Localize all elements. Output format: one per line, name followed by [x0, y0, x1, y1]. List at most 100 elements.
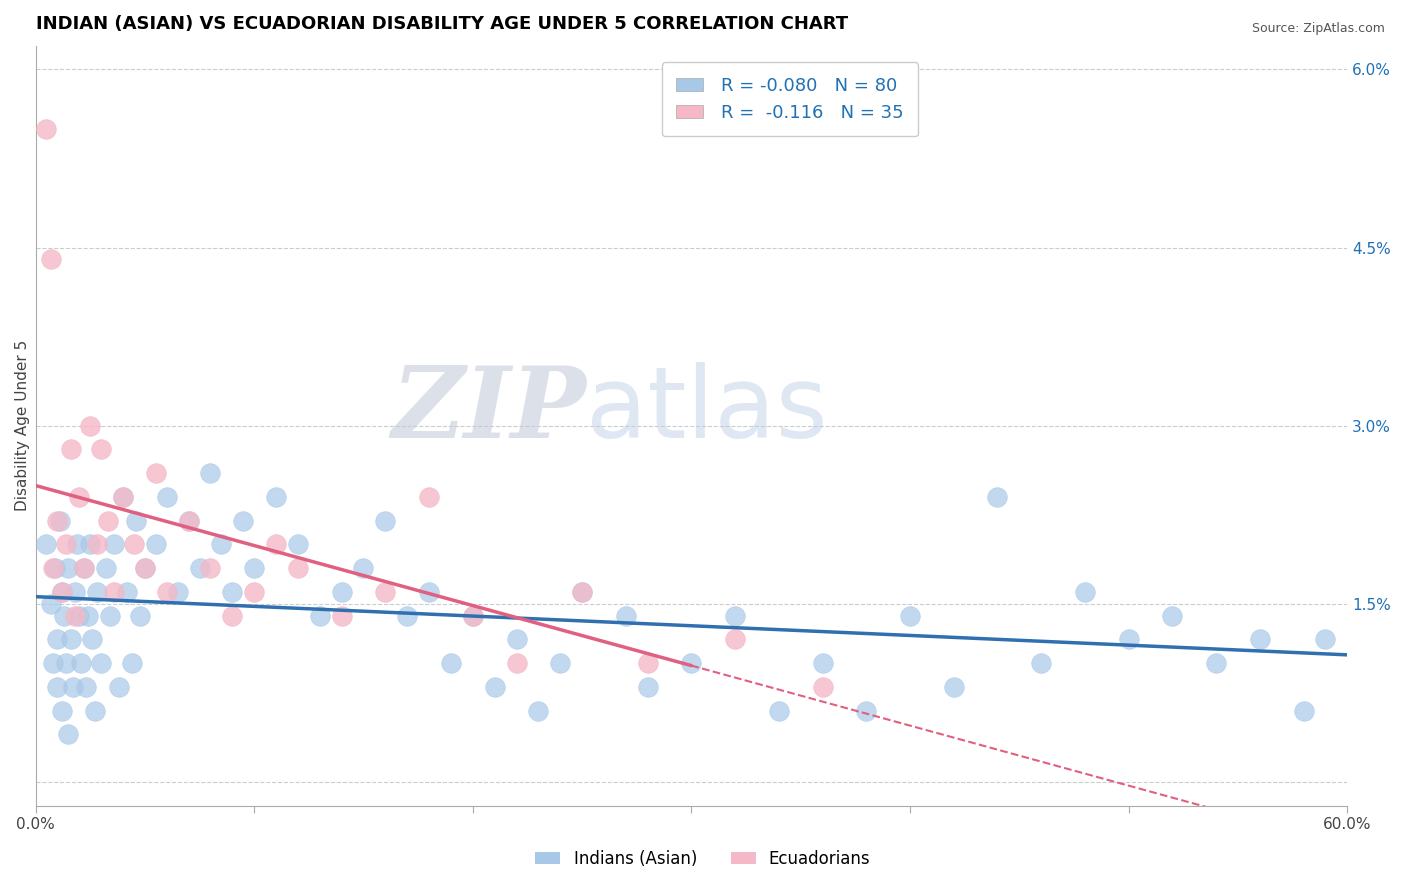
Text: Source: ZipAtlas.com: Source: ZipAtlas.com	[1251, 22, 1385, 36]
Point	[440, 656, 463, 670]
Point	[177, 514, 200, 528]
Point	[396, 608, 419, 623]
Point	[811, 680, 834, 694]
Text: atlas: atlas	[586, 362, 828, 458]
Y-axis label: Disability Age Under 5: Disability Age Under 5	[15, 340, 30, 511]
Point	[111, 490, 134, 504]
Point	[1292, 704, 1315, 718]
Point	[86, 585, 108, 599]
Point	[986, 490, 1008, 504]
Point	[308, 608, 330, 623]
Point	[121, 656, 143, 670]
Point	[48, 514, 70, 528]
Point	[59, 632, 82, 647]
Point	[145, 537, 167, 551]
Point	[1205, 656, 1227, 670]
Point	[768, 704, 790, 718]
Point	[79, 537, 101, 551]
Point	[484, 680, 506, 694]
Point	[330, 585, 353, 599]
Point	[125, 514, 148, 528]
Point	[83, 704, 105, 718]
Point	[942, 680, 965, 694]
Point	[51, 585, 73, 599]
Point	[90, 442, 112, 457]
Point	[46, 514, 69, 528]
Point	[811, 656, 834, 670]
Point	[200, 466, 222, 480]
Point	[505, 656, 527, 670]
Point	[134, 561, 156, 575]
Point	[39, 597, 62, 611]
Point	[855, 704, 877, 718]
Point	[264, 490, 287, 504]
Point	[67, 608, 90, 623]
Point	[79, 418, 101, 433]
Point	[724, 608, 747, 623]
Point	[1161, 608, 1184, 623]
Point	[72, 561, 94, 575]
Text: INDIAN (ASIAN) VS ECUADORIAN DISABILITY AGE UNDER 5 CORRELATION CHART: INDIAN (ASIAN) VS ECUADORIAN DISABILITY …	[35, 15, 848, 33]
Point	[46, 680, 69, 694]
Point	[221, 585, 243, 599]
Point	[107, 680, 129, 694]
Legend: Indians (Asian), Ecuadorians: Indians (Asian), Ecuadorians	[529, 844, 877, 875]
Point	[51, 704, 73, 718]
Point	[44, 561, 66, 575]
Point	[681, 656, 703, 670]
Point	[55, 656, 77, 670]
Point	[1249, 632, 1271, 647]
Point	[53, 608, 76, 623]
Point	[59, 442, 82, 457]
Point	[117, 585, 139, 599]
Point	[51, 585, 73, 599]
Point	[548, 656, 571, 670]
Text: ZIP: ZIP	[391, 362, 586, 458]
Point	[353, 561, 375, 575]
Point	[418, 490, 440, 504]
Point	[418, 585, 440, 599]
Point	[637, 656, 659, 670]
Point	[70, 656, 93, 670]
Point	[156, 490, 179, 504]
Point	[145, 466, 167, 480]
Point	[221, 608, 243, 623]
Point	[571, 585, 593, 599]
Point	[637, 680, 659, 694]
Point	[63, 608, 86, 623]
Point	[82, 632, 104, 647]
Point	[461, 608, 484, 623]
Point	[97, 514, 120, 528]
Point	[72, 561, 94, 575]
Point	[1315, 632, 1337, 647]
Point	[177, 514, 200, 528]
Point	[1118, 632, 1140, 647]
Point	[75, 680, 97, 694]
Point	[166, 585, 188, 599]
Point	[243, 585, 266, 599]
Point	[122, 537, 145, 551]
Point	[232, 514, 254, 528]
Point	[103, 537, 125, 551]
Point	[129, 608, 152, 623]
Point	[134, 561, 156, 575]
Legend: R = -0.080   N = 80, R =  -0.116   N = 35: R = -0.080 N = 80, R = -0.116 N = 35	[662, 62, 918, 136]
Point	[571, 585, 593, 599]
Point	[55, 537, 77, 551]
Point	[77, 608, 100, 623]
Point	[614, 608, 637, 623]
Point	[330, 608, 353, 623]
Point	[67, 490, 90, 504]
Point	[35, 537, 58, 551]
Point	[63, 585, 86, 599]
Point	[505, 632, 527, 647]
Point	[374, 514, 396, 528]
Point	[374, 585, 396, 599]
Point	[42, 561, 65, 575]
Point	[1031, 656, 1053, 670]
Point	[35, 121, 58, 136]
Point	[287, 537, 309, 551]
Point	[264, 537, 287, 551]
Point	[200, 561, 222, 575]
Point	[1074, 585, 1097, 599]
